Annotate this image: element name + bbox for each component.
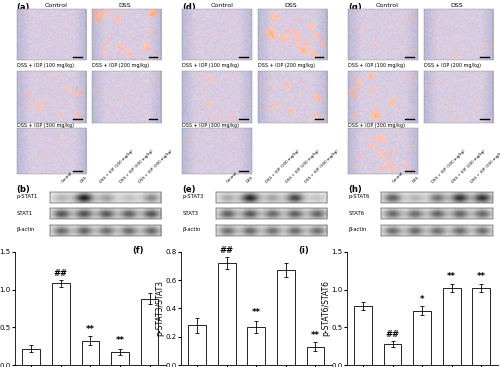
Bar <box>188 326 206 365</box>
Text: DSS + IOP (100 mg/kg): DSS + IOP (100 mg/kg) <box>431 148 466 184</box>
Bar <box>111 352 129 365</box>
Text: **: ** <box>116 336 124 345</box>
Text: (h): (h) <box>348 185 362 194</box>
Text: Control: Control <box>60 171 73 184</box>
Text: DSS + IOP (100 mg/kg): DSS + IOP (100 mg/kg) <box>16 63 74 68</box>
Text: Control: Control <box>376 3 399 8</box>
Bar <box>52 283 70 365</box>
Text: STAT6: STAT6 <box>348 211 364 216</box>
Bar <box>140 299 158 365</box>
Text: DSS + IOP (300 mg/kg): DSS + IOP (300 mg/kg) <box>304 148 340 184</box>
Text: DSS + IOP (300 mg/kg): DSS + IOP (300 mg/kg) <box>138 148 174 184</box>
Text: **: ** <box>86 325 95 334</box>
Text: p-STAT1: p-STAT1 <box>16 194 38 199</box>
Text: DSS + IOP (300 mg/kg): DSS + IOP (300 mg/kg) <box>348 123 405 128</box>
Bar <box>82 341 100 365</box>
Text: DSS + IOP (200 mg/kg): DSS + IOP (200 mg/kg) <box>119 148 154 184</box>
Text: DSS: DSS <box>246 175 254 184</box>
Bar <box>218 263 236 365</box>
Text: DSS + IOP (300 mg/kg): DSS + IOP (300 mg/kg) <box>470 148 500 184</box>
Bar <box>472 288 490 365</box>
Text: β-actin: β-actin <box>16 228 35 232</box>
Text: p-STAT3: p-STAT3 <box>182 194 204 199</box>
Text: DSS: DSS <box>412 175 420 184</box>
Text: (f): (f) <box>132 246 144 255</box>
Text: DSS + IOP (200 mg/kg): DSS + IOP (200 mg/kg) <box>285 148 320 184</box>
Bar <box>443 288 460 365</box>
Text: DSS: DSS <box>450 3 463 8</box>
Y-axis label: p-STAT6/STAT6: p-STAT6/STAT6 <box>321 280 330 337</box>
Text: **: ** <box>476 272 486 281</box>
Text: (d): (d) <box>182 3 196 12</box>
Text: (e): (e) <box>182 185 196 194</box>
Text: DSS: DSS <box>284 3 297 8</box>
Text: (g): (g) <box>348 3 362 12</box>
Text: (a): (a) <box>16 3 30 12</box>
Text: **: ** <box>447 272 456 281</box>
Bar <box>413 311 431 365</box>
Text: (b): (b) <box>16 185 30 194</box>
Text: p-STAT6: p-STAT6 <box>348 194 370 199</box>
Text: *: * <box>420 295 424 304</box>
Text: DSS: DSS <box>119 3 132 8</box>
Bar <box>384 344 402 365</box>
Y-axis label: p-STAT3/STAT3: p-STAT3/STAT3 <box>155 280 164 337</box>
Text: β-actin: β-actin <box>348 228 366 232</box>
Text: DSS + IOP (200 mg/kg): DSS + IOP (200 mg/kg) <box>92 63 149 68</box>
Text: DSS + IOP (300 mg/kg): DSS + IOP (300 mg/kg) <box>182 123 240 128</box>
Text: DSS + IOP (100 mg/kg): DSS + IOP (100 mg/kg) <box>100 148 134 184</box>
Text: DSS + IOP (200 mg/kg): DSS + IOP (200 mg/kg) <box>424 63 480 68</box>
Text: DSS + IOP (300 mg/kg): DSS + IOP (300 mg/kg) <box>16 123 74 128</box>
Text: Control: Control <box>44 3 67 8</box>
Text: DSS: DSS <box>80 175 88 184</box>
Text: DSS + IOP (100 mg/kg): DSS + IOP (100 mg/kg) <box>182 63 240 68</box>
Bar <box>248 327 265 365</box>
Text: Control: Control <box>226 171 239 184</box>
Text: **: ** <box>252 308 261 317</box>
Text: **: ** <box>311 331 320 339</box>
Bar <box>306 347 324 365</box>
Text: STAT3: STAT3 <box>182 211 198 216</box>
Bar <box>277 270 294 365</box>
Text: ##: ## <box>386 330 400 339</box>
Text: DSS + IOP (100 mg/kg): DSS + IOP (100 mg/kg) <box>348 63 405 68</box>
Text: ##: ## <box>54 269 68 278</box>
Text: ##: ## <box>220 246 234 255</box>
Bar <box>22 349 40 365</box>
Text: Control: Control <box>210 3 233 8</box>
Text: DSS + IOP (200 mg/kg): DSS + IOP (200 mg/kg) <box>451 148 486 184</box>
Text: β-actin: β-actin <box>182 228 200 232</box>
Bar <box>354 306 372 365</box>
Text: Control: Control <box>392 171 405 184</box>
Text: STAT1: STAT1 <box>16 211 32 216</box>
Text: DSS + IOP (100 mg/kg): DSS + IOP (100 mg/kg) <box>266 148 300 184</box>
Text: (i): (i) <box>298 246 309 255</box>
Text: DSS + IOP (200 mg/kg): DSS + IOP (200 mg/kg) <box>258 63 315 68</box>
